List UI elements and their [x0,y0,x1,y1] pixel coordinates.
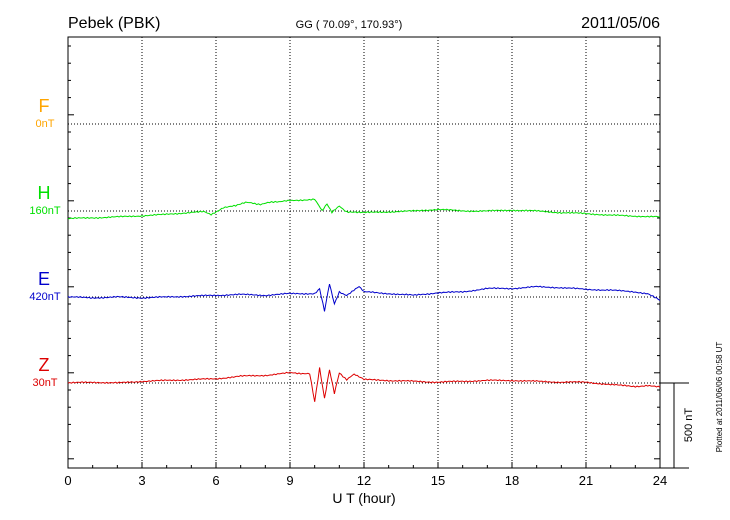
x-tick-label: 6 [212,473,219,488]
x-tick-label: 9 [286,473,293,488]
chart-title: Pebek (PBK) [68,15,160,32]
x-tick-label: 18 [505,473,519,488]
component-labels: F 0nT H 160nT E 420nT Z 30nT [29,96,60,389]
trace-h [67,198,660,220]
component-label-f: F [39,96,50,116]
component-offset-f: 0nT [36,118,55,130]
component-offset-e: 420nT [29,291,60,303]
x-tick-label: 3 [138,473,145,488]
component-offset-h: 160nT [29,205,60,217]
x-tick-label: 0 [64,473,71,488]
component-label-e: E [38,269,50,289]
chart-date: 2011/05/06 [581,15,660,32]
trace-z [67,367,661,402]
plotted-note: Plotted at 2011/06/06 00:58 UT [715,342,724,453]
scale-bar: 500 nT [660,382,695,469]
x-tick-label: 12 [357,473,371,488]
component-label-h: H [38,183,51,203]
chart-subtitle: GG ( 70.09°, 170.93°) [296,19,403,31]
component-offset-z: 30nT [32,377,57,389]
grid-lines [68,37,660,468]
x-axis-label: U T (hour) [332,490,395,506]
axis-ticks: 0 3 6 9 12 15 18 21 24 [64,45,667,488]
trace-lines [67,198,661,402]
scale-bar-label: 500 nT [683,408,695,443]
x-tick-label: 15 [431,473,445,488]
component-label-z: Z [39,355,50,375]
x-tick-label: 24 [653,473,667,488]
x-tick-label: 21 [579,473,593,488]
trace-e [67,283,661,312]
